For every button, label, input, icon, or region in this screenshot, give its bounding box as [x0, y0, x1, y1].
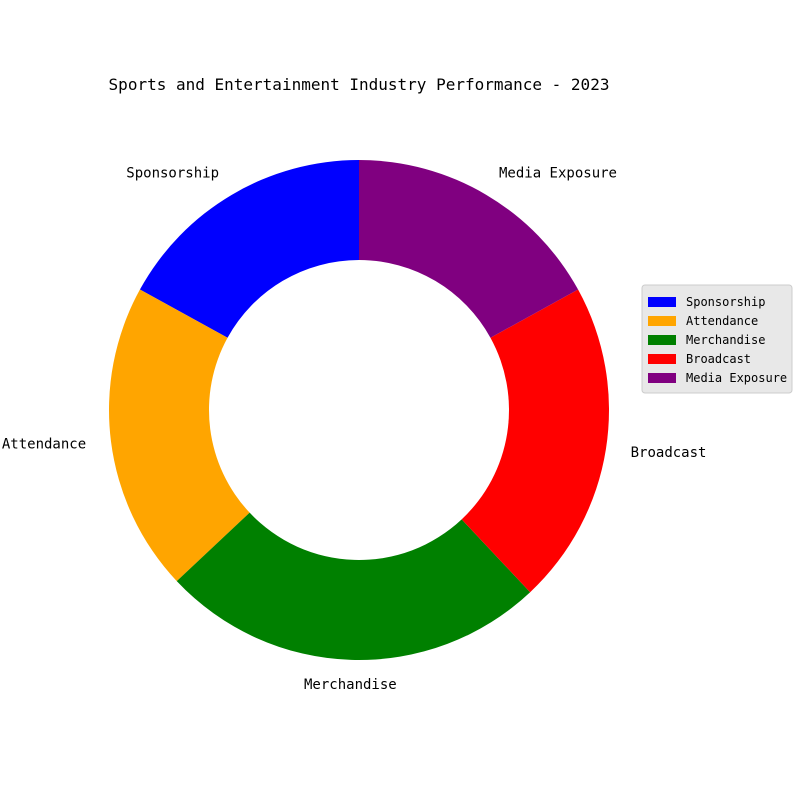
chart-title: Sports and Entertainment Industry Perfor…	[109, 75, 610, 94]
slice-labels: Sponsorship Attendance Merchandise Broadcas…	[2, 165, 707, 693]
legend-swatch-broadcast	[648, 354, 676, 364]
legend-swatch-sponsorship	[648, 297, 676, 307]
legend-entry-media-exposure: Media Exposure	[686, 371, 787, 385]
slice-sponsorship	[139, 160, 359, 338]
slice-merchandise	[176, 512, 531, 660]
legend: Sponsorship Attendance Merchandise Broadcas…	[641, 284, 793, 394]
slice-label-merchandise: Merchandise	[304, 677, 397, 693]
slice-label-media-exposure: Media Exposure	[499, 165, 617, 181]
legend-entry-merchandise: Merchandise	[686, 333, 765, 347]
legend-swatch-media-exposure	[648, 373, 676, 383]
legend-entry-broadcast: Broadcast	[686, 352, 751, 366]
donut-slices	[108, 160, 609, 660]
legend-swatch-attendance	[648, 316, 676, 326]
slice-label-broadcast: Broadcast	[631, 445, 707, 461]
legend-frame	[641, 284, 793, 394]
legend-entry-attendance: Attendance	[686, 314, 758, 328]
legend-entry-sponsorship: Sponsorship	[686, 295, 765, 309]
slice-label-sponsorship: Sponsorship	[126, 165, 219, 181]
slice-media-exposure	[359, 160, 579, 338]
slice-label-attendance: Attendance	[2, 436, 86, 452]
slice-broadcast	[461, 289, 609, 593]
legend-swatch-merchandise	[648, 335, 676, 345]
slice-attendance	[108, 289, 250, 582]
